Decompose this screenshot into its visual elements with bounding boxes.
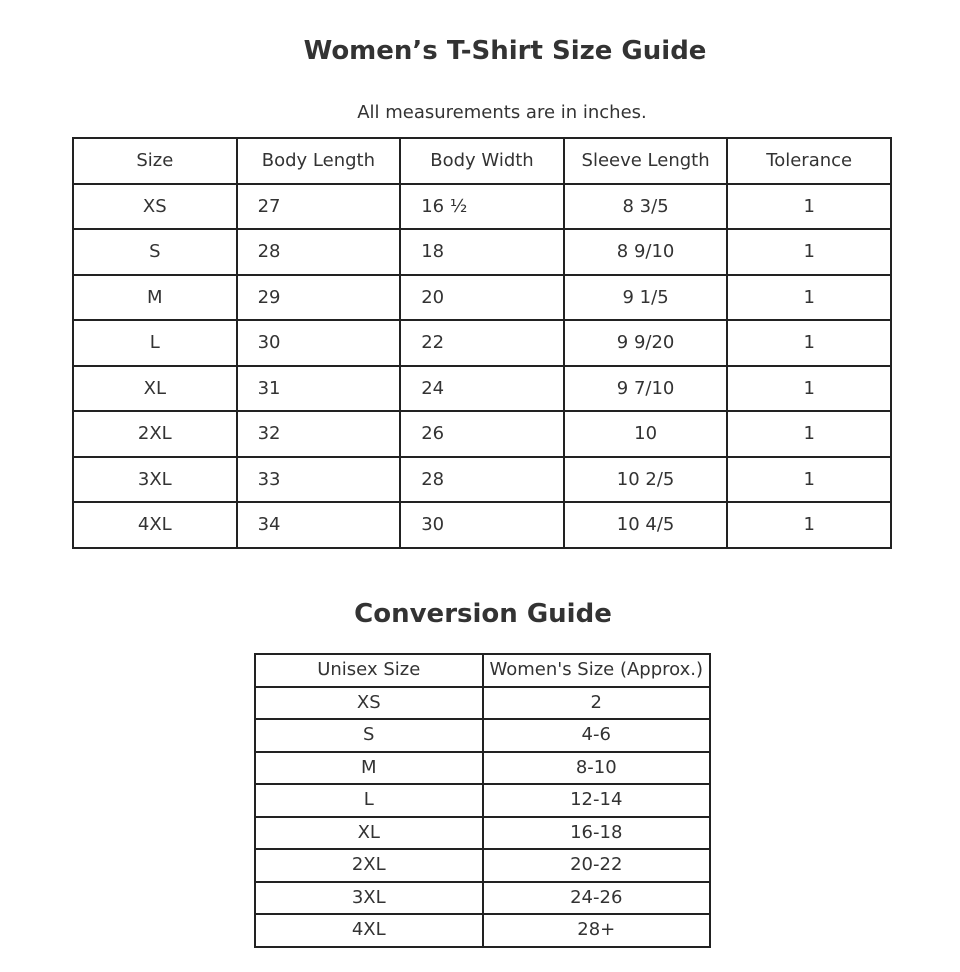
subtitle: All measurements are in inches. — [357, 102, 647, 123]
table-cell: XL — [72, 364, 238, 412]
table-cell: S — [72, 228, 238, 276]
table-cell: 4XL — [72, 501, 238, 549]
table-cell: 24-26 — [481, 880, 711, 915]
table-cell: 30 — [235, 319, 402, 367]
table-cell: 28+ — [481, 913, 711, 948]
table-cell: 8 9/10 — [562, 228, 729, 276]
table-cell: XL — [254, 815, 484, 850]
table-cell: 4XL — [254, 913, 484, 948]
table-row: XL 31 24 9 7/10 1 — [72, 364, 892, 412]
table-row: L 30 22 9 9/20 1 — [72, 319, 892, 367]
table-cell: 1 — [726, 273, 892, 321]
table-cell: 30 — [399, 501, 565, 549]
table-row: 2XL 32 26 10 1 — [72, 410, 892, 458]
table-cell: M — [72, 273, 238, 321]
table-row: M 8-10 — [254, 750, 711, 785]
table-cell: 33 — [235, 455, 402, 503]
table-cell: XS — [72, 182, 238, 230]
table-row: 3XL 33 28 10 2/5 1 — [72, 455, 892, 503]
table-cell: S — [254, 718, 484, 753]
table-cell: 16 ½ — [399, 182, 565, 230]
table-cell: 3XL — [254, 880, 484, 915]
table-row: XS 2 — [254, 685, 711, 720]
table-cell: 18 — [399, 228, 565, 276]
table-cell: 1 — [726, 501, 892, 549]
table-cell: 9 9/20 — [562, 319, 729, 367]
table-cell: XS — [254, 685, 484, 720]
table-cell: 2XL — [72, 410, 238, 458]
table-cell: 4-6 — [481, 718, 711, 753]
table-row: S 4-6 — [254, 718, 711, 753]
table-cell: 10 2/5 — [562, 455, 729, 503]
table-row: 4XL 28+ — [254, 913, 711, 948]
table-cell: 2XL — [254, 848, 484, 883]
table-cell: 32 — [235, 410, 402, 458]
table-cell: 1 — [726, 410, 892, 458]
column-header: Women's Size (Approx.) — [481, 653, 711, 688]
conversion-table: Unisex Size Women's Size (Approx.) XS 2 S 4-6… — [254, 653, 711, 948]
table-cell: 24 — [399, 364, 565, 412]
table-cell: 1 — [726, 182, 892, 230]
table-cell: 20-22 — [481, 848, 711, 883]
table-cell: 12-14 — [481, 783, 711, 818]
table-cell: 31 — [235, 364, 402, 412]
table-cell: 16-18 — [481, 815, 711, 850]
table-cell: M — [254, 750, 484, 785]
table-cell: 3XL — [72, 455, 238, 503]
conversion-title: Conversion Guide — [354, 599, 612, 629]
table-cell: 27 — [235, 182, 402, 230]
table-cell: L — [72, 319, 238, 367]
table-cell: 26 — [399, 410, 565, 458]
column-header: Unisex Size — [254, 653, 484, 688]
table-cell: 22 — [399, 319, 565, 367]
table-row: 2XL 20-22 — [254, 848, 711, 883]
table-row: S 28 18 8 9/10 1 — [72, 228, 892, 276]
table-cell: 1 — [726, 228, 892, 276]
table-row: L 12-14 — [254, 783, 711, 818]
table-row: M 29 20 9 1/5 1 — [72, 273, 892, 321]
table-cell: 29 — [235, 273, 402, 321]
table-cell: L — [254, 783, 484, 818]
table-cell: 8-10 — [481, 750, 711, 785]
table-cell: 1 — [726, 455, 892, 503]
table-cell: 34 — [235, 501, 402, 549]
page-title: Women’s T-Shirt Size Guide — [303, 36, 707, 66]
table-cell: 1 — [726, 364, 892, 412]
column-header: Body Width — [399, 137, 565, 185]
table-cell: 2 — [481, 685, 711, 720]
header-row: Size Body Length Body Width Sleeve Length To… — [72, 137, 892, 185]
table-cell: 28 — [235, 228, 402, 276]
table-cell: 9 7/10 — [562, 364, 729, 412]
header-row: Unisex Size Women's Size (Approx.) — [254, 653, 711, 688]
table-cell: 9 1/5 — [562, 273, 729, 321]
table-cell: 8 3/5 — [562, 182, 729, 230]
table-cell: 10 4/5 — [562, 501, 729, 549]
table-cell: 20 — [399, 273, 565, 321]
table-row: 3XL 24-26 — [254, 880, 711, 915]
column-header: Tolerance — [726, 137, 892, 185]
table-cell: 10 — [562, 410, 729, 458]
table-cell: 28 — [399, 455, 565, 503]
column-header: Sleeve Length — [562, 137, 729, 185]
column-header: Body Length — [235, 137, 402, 185]
column-header: Size — [72, 137, 238, 185]
table-cell: 1 — [726, 319, 892, 367]
size-table: Size Body Length Body Width Sleeve Length To… — [72, 137, 892, 549]
table-row: XL 16-18 — [254, 815, 711, 850]
table-row: 4XL 34 30 10 4/5 1 — [72, 501, 892, 549]
